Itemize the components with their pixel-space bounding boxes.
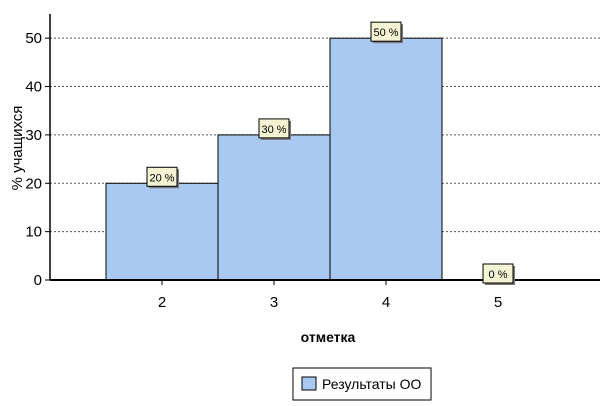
x-axis-title: отметка [301,329,356,345]
legend-swatch [301,376,317,391]
data-label-2: 20 % [146,166,179,189]
y-tick-label: 10 [25,224,42,241]
data-label-text: 20 % [149,172,174,184]
legend: Результаты ОО [292,367,432,401]
data-label-box [258,118,290,139]
y-tick-label: 30 [25,127,42,144]
y-tick-label: 50 [25,30,42,47]
data-label-5: 0 % [482,263,515,285]
x-tick-label-3: 3 [270,294,278,311]
y-tick-label: 20 [25,175,42,192]
data-label-text: 0 % [489,269,508,281]
bar-3 [217,134,331,281]
data-label-box [482,263,514,284]
x-tick-label-4: 4 [382,294,390,311]
bar-2 [105,182,219,281]
y-tick-label: 40 [25,79,42,96]
data-label-4: 50 % [370,21,403,44]
x-tick-label-2: 2 [158,294,166,311]
data-label-box [146,166,178,187]
y-axis-title: % учащихся [9,106,26,191]
data-labels: 20 % 30 % 50 % 0 % [146,21,515,285]
x-tick-label-5: 5 [494,294,502,311]
data-label-text: 50 % [373,27,398,39]
data-label-3: 30 % [258,118,291,140]
bar-4 [329,37,443,281]
data-label-text: 30 % [261,124,286,136]
y-tick-label: 0 [34,272,42,289]
y-tick-labels: 0 10 20 30 40 50 [25,30,50,289]
x-tick-labels: 2 3 4 5 [158,280,502,311]
data-label-box [370,21,402,42]
legend-label: Результаты ОО [322,376,422,392]
bars [105,37,443,281]
